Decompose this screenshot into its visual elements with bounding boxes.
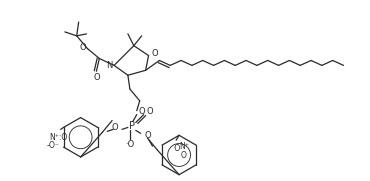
Text: N: N: [106, 61, 112, 70]
Text: O: O: [138, 107, 145, 116]
Text: O: O: [93, 73, 100, 82]
Text: N⁺: N⁺: [179, 142, 189, 151]
Text: O: O: [112, 123, 118, 132]
Text: O: O: [144, 131, 151, 140]
Text: O: O: [181, 151, 187, 161]
Text: -O⁻: -O⁻: [46, 141, 59, 150]
Text: P: P: [129, 121, 135, 131]
Text: ·O: ·O: [125, 140, 134, 149]
Text: O: O: [146, 107, 153, 116]
Text: ·O: ·O: [172, 144, 180, 153]
Text: O: O: [79, 43, 86, 52]
Text: O: O: [151, 49, 158, 58]
Text: N⁺:O: N⁺:O: [50, 133, 68, 142]
